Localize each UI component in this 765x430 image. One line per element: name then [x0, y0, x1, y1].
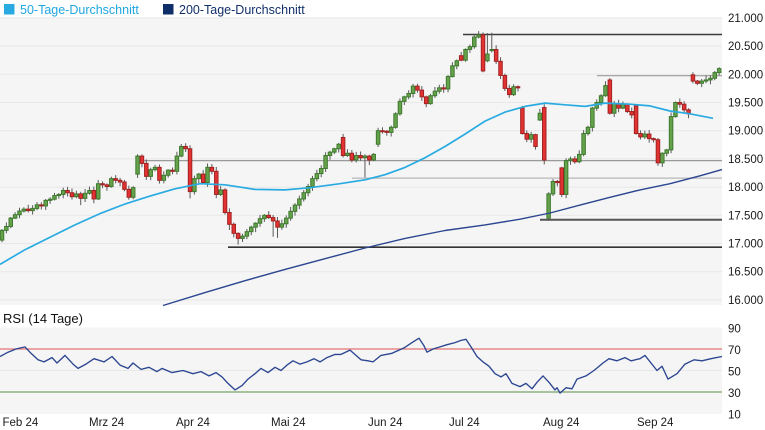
svg-text:90: 90 — [728, 324, 741, 336]
svg-text:21.000: 21.000 — [728, 13, 763, 25]
svg-text:Sep 24: Sep 24 — [637, 417, 674, 429]
svg-text:Apr 24: Apr 24 — [176, 417, 210, 429]
svg-text:Jun 24: Jun 24 — [368, 417, 403, 429]
svg-text:19.500: 19.500 — [728, 98, 763, 110]
svg-text:20.500: 20.500 — [728, 41, 763, 53]
svg-text:RSI (14 Tage): RSI (14 Tage) — [3, 311, 83, 326]
svg-text:16.500: 16.500 — [728, 267, 763, 279]
svg-text:200-Tage-Durchschnitt: 200-Tage-Durchschnitt — [179, 3, 305, 17]
svg-text:16.000: 16.000 — [728, 295, 763, 307]
svg-text:Aug 24: Aug 24 — [543, 417, 580, 429]
svg-text:Mrz 24: Mrz 24 — [89, 417, 125, 429]
svg-text:Mai 24: Mai 24 — [271, 417, 306, 429]
svg-text:50: 50 — [728, 367, 741, 379]
svg-text:Feb 24: Feb 24 — [3, 417, 39, 429]
svg-text:19.000: 19.000 — [728, 126, 763, 138]
svg-text:10: 10 — [728, 410, 741, 422]
svg-text:50-Tage-Durchschnitt: 50-Tage-Durchschnitt — [20, 3, 139, 17]
svg-text:20.000: 20.000 — [728, 69, 763, 81]
svg-text:Jul 24: Jul 24 — [449, 417, 480, 429]
svg-text:17.500: 17.500 — [728, 210, 763, 222]
svg-text:70: 70 — [728, 345, 741, 357]
svg-text:18.000: 18.000 — [728, 182, 763, 194]
svg-text:17.000: 17.000 — [728, 239, 763, 251]
svg-text:30: 30 — [728, 388, 741, 400]
svg-text:18.500: 18.500 — [728, 154, 763, 166]
